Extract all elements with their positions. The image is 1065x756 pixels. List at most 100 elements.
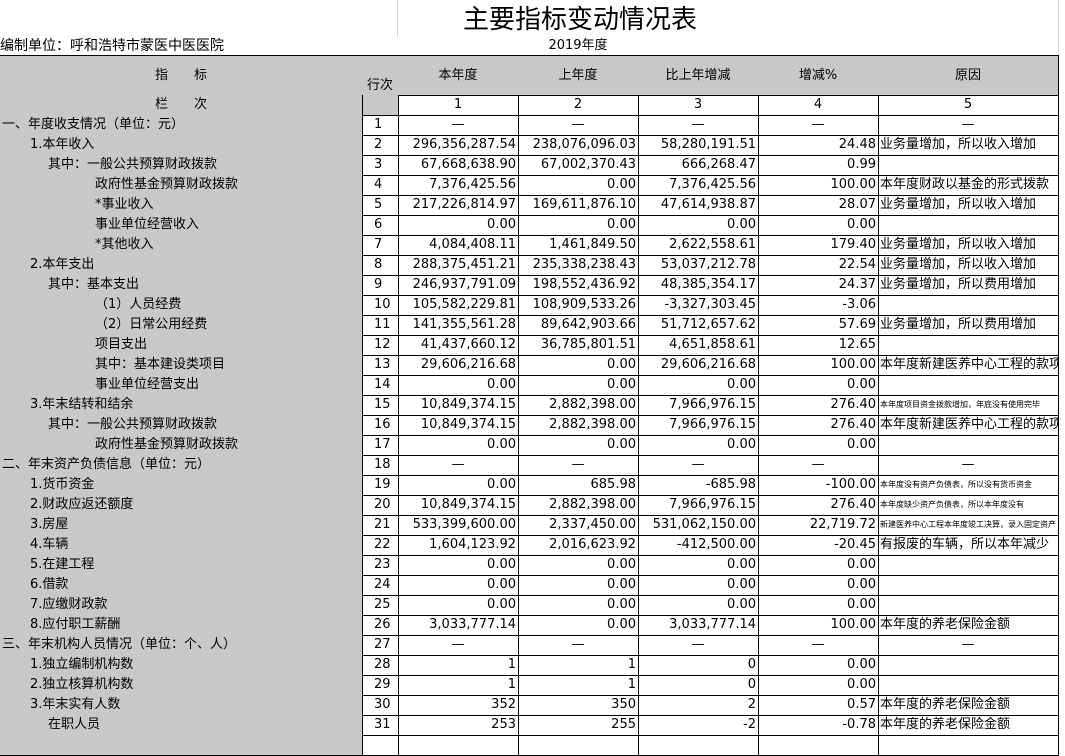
value-cell: — — [638, 455, 759, 476]
value-cell: 0.00 — [398, 575, 519, 596]
cell — [758, 735, 879, 756]
value-cell: 238,076,096.03 — [518, 135, 639, 156]
value-cell: -0.78 — [758, 715, 879, 736]
value-cell: 7,966,976.15 — [638, 415, 759, 436]
value-cell: 3,033,777.14 — [638, 615, 759, 636]
row-label: 7.应缴财政款 — [0, 595, 363, 616]
reason-cell: — — [878, 115, 1059, 136]
row-label: 2.本年支出 — [0, 255, 363, 276]
row-label: 6.借款 — [0, 575, 363, 596]
reason-cell: 本年度没有资产负债表，所以没有货币资金 — [878, 475, 1059, 496]
value-cell: 0.57 — [758, 695, 879, 716]
value-cell: 2,882,398.00 — [518, 495, 639, 516]
value-cell: 0 — [638, 675, 759, 696]
value-cell: 0.00 — [518, 215, 639, 236]
line-number: 13 — [362, 355, 399, 376]
column-number: 5 — [878, 95, 1059, 116]
reason-cell: 本年度的养老保险金额 — [878, 715, 1059, 736]
header-cell: 增减% — [758, 55, 879, 96]
line-number: 10 — [362, 295, 399, 316]
title: 主要指标变动情况表 — [462, 5, 697, 35]
value-cell: 0.00 — [638, 215, 759, 236]
reason-cell: 新建医养中心工程本年度竣工决算，录入固定资产 — [878, 515, 1059, 536]
value-cell: 198,552,436.92 — [518, 275, 639, 296]
value-cell: — — [758, 455, 879, 476]
value-cell: 48,385,354.17 — [638, 275, 759, 296]
value-cell: -412,500.00 — [638, 535, 759, 556]
reason-cell: 业务量增加，所以费用增加 — [878, 315, 1059, 336]
value-cell: — — [398, 455, 519, 476]
value-cell: 0.00 — [398, 375, 519, 396]
line-number: 12 — [362, 335, 399, 356]
value-cell: 36,785,801.51 — [518, 335, 639, 356]
row-label: 3.年末结转和结余 — [0, 395, 363, 416]
line-number: 19 — [362, 475, 399, 496]
row-label: 其中：基本支出 — [0, 275, 363, 296]
value-cell: 0.00 — [758, 675, 879, 696]
reason-cell: — — [878, 635, 1059, 656]
value-cell: 0.00 — [638, 375, 759, 396]
value-cell: — — [758, 635, 879, 656]
value-cell: 57.69 — [758, 315, 879, 336]
row-label: （2）日常公用经费 — [0, 315, 363, 336]
column-number: 3 — [638, 95, 759, 116]
line-number: 7 — [362, 235, 399, 256]
value-cell: 0.00 — [518, 375, 639, 396]
value-cell: 0.00 — [638, 555, 759, 576]
value-cell: 67,002,370.43 — [518, 155, 639, 176]
row-label: 其中：一般公共预算财政拨款 — [0, 155, 363, 176]
reason-cell: 业务量增加，所以收入增加 — [878, 195, 1059, 216]
header-cell: 指 标 — [0, 55, 363, 96]
row-label: 项目支出 — [0, 335, 363, 356]
row-label: 二、年末资产负债信息（单位：元） — [0, 455, 363, 476]
header-cell: 栏 次 — [0, 95, 363, 116]
value-cell: 0.00 — [758, 655, 879, 676]
value-cell: 0.00 — [518, 435, 639, 456]
reason-cell: 本年度的养老保险金额 — [878, 695, 1059, 716]
value-cell: 0.00 — [758, 435, 879, 456]
value-cell: 0 — [638, 655, 759, 676]
line-number: 24 — [362, 575, 399, 596]
value-cell: 352 — [398, 695, 519, 716]
reason-cell — [878, 155, 1059, 176]
value-cell: 0.00 — [398, 475, 519, 496]
value-cell: 100.00 — [758, 355, 879, 376]
value-cell: 1 — [518, 675, 639, 696]
line-number: 3 — [362, 155, 399, 176]
value-cell: 533,399,600.00 — [398, 515, 519, 536]
value-cell: 2 — [638, 695, 759, 716]
value-cell: 7,376,425.56 — [638, 175, 759, 196]
row-label: （1）人员经费 — [0, 295, 363, 316]
value-cell: 22.54 — [758, 255, 879, 276]
row-label: 1.本年收入 — [0, 135, 363, 156]
reason-cell: 有报废的车辆，所以本年减少 — [878, 535, 1059, 556]
row-label: 事业单位经营支出 — [0, 375, 363, 396]
header-cell: 行次 — [362, 55, 399, 116]
value-cell: 350 — [518, 695, 639, 716]
reason-cell: 业务量增加，所以收入增加 — [878, 255, 1059, 276]
reason-cell: 业务量增加，所以费用增加 — [878, 275, 1059, 296]
value-cell: 0.00 — [518, 355, 639, 376]
row-label: 3.房屋 — [0, 515, 363, 536]
cell — [398, 735, 519, 756]
value-cell: 1 — [518, 655, 639, 676]
reason-cell — [878, 595, 1059, 616]
value-cell: 255 — [518, 715, 639, 736]
cell — [638, 735, 759, 756]
value-cell: — — [518, 635, 639, 656]
value-cell: 296,356,287.54 — [398, 135, 519, 156]
value-cell: 2,016,623.92 — [518, 535, 639, 556]
header-cell: 比上年增减 — [638, 55, 759, 96]
header-cell: 本年度 — [398, 55, 519, 96]
value-cell: -20.45 — [758, 535, 879, 556]
value-cell: 47,614,938.87 — [638, 195, 759, 216]
value-cell: 0.00 — [398, 555, 519, 576]
header-cell: 上年度 — [518, 55, 639, 96]
line-number: 18 — [362, 455, 399, 476]
line-number: 31 — [362, 715, 399, 736]
value-cell: 0.00 — [758, 215, 879, 236]
value-cell: 2,337,450.00 — [518, 515, 639, 536]
reason-cell — [878, 375, 1059, 396]
value-cell: 7,376,425.56 — [398, 175, 519, 196]
line-number: 23 — [362, 555, 399, 576]
